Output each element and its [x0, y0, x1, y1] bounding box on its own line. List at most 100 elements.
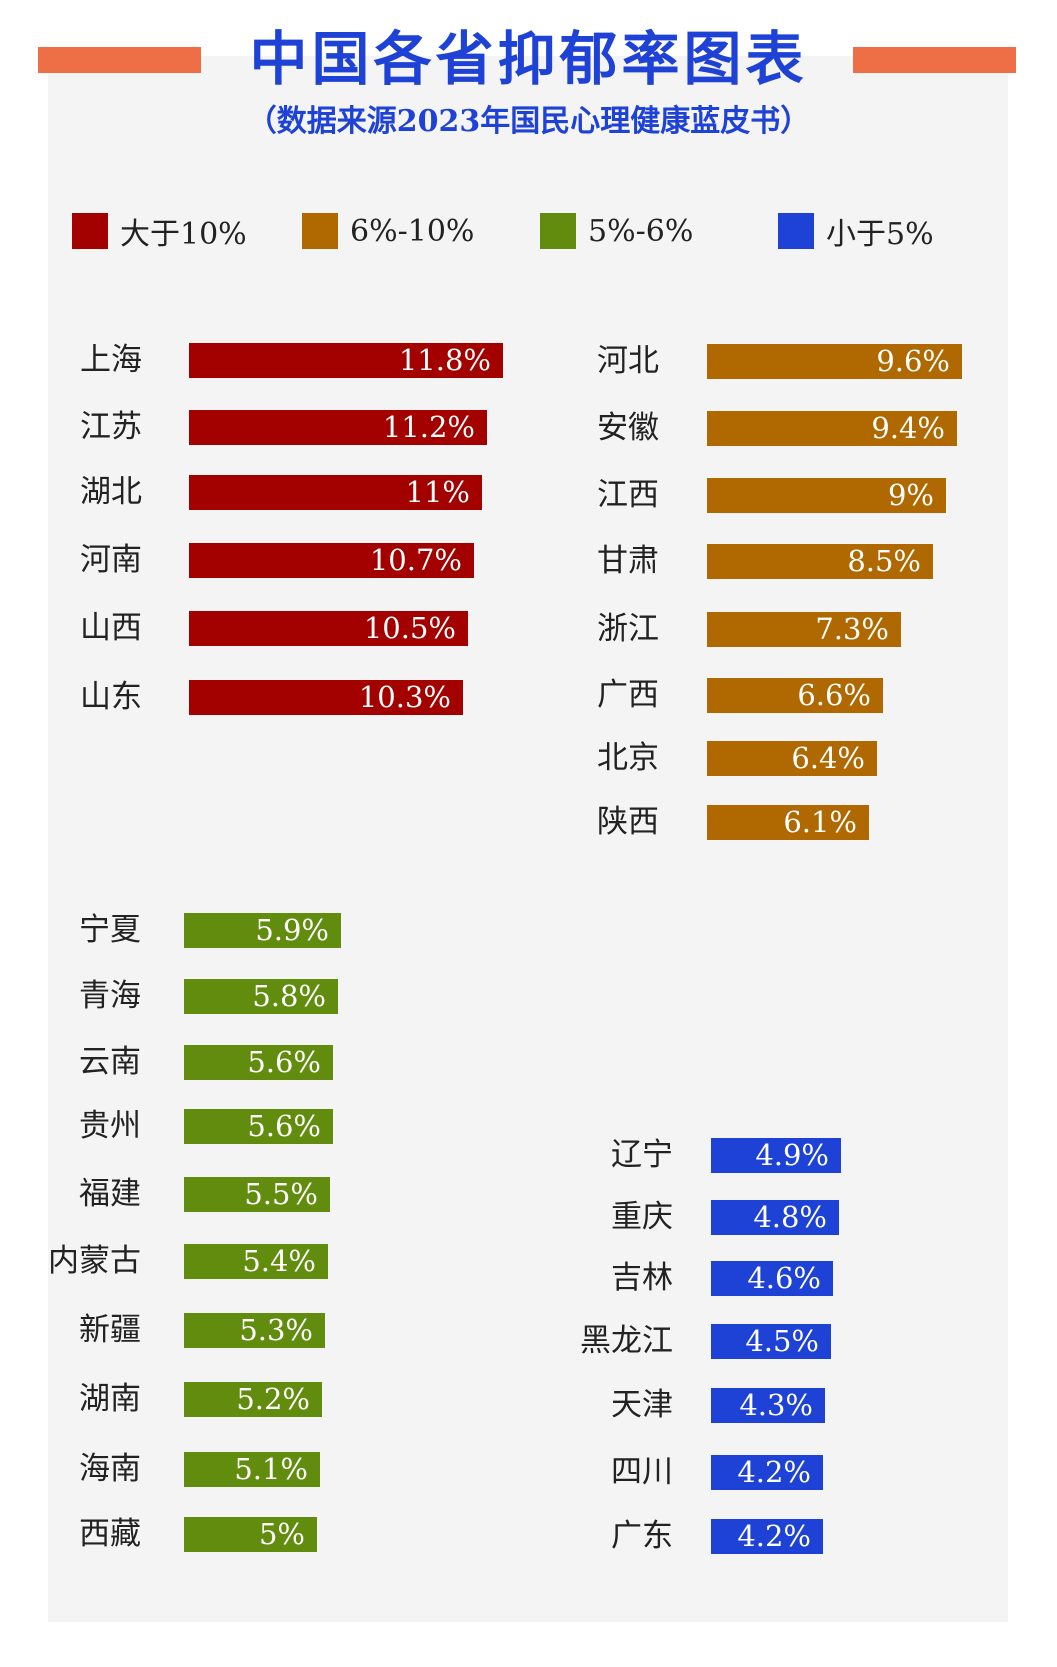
bar: 11.8%: [189, 343, 503, 378]
province-label: 湖北: [80, 474, 142, 510]
bar-value-label: 7.3%: [815, 612, 889, 646]
title-decoration-left: [38, 47, 201, 73]
bar-value-label: 5.6%: [247, 1109, 321, 1143]
province-label: 贵州: [79, 1108, 141, 1144]
bar-value-label: 4.5%: [745, 1324, 819, 1358]
province-label: 山东: [80, 679, 142, 715]
province-label: 吉林: [611, 1260, 673, 1296]
bar: 10.5%: [189, 611, 468, 646]
legend-swatch: [778, 213, 814, 249]
province-label: 上海: [80, 342, 142, 378]
bar: 5.3%: [184, 1313, 325, 1348]
bar-value-label: 5.8%: [252, 979, 326, 1013]
bar: 4.9%: [711, 1138, 841, 1173]
chart-subtitle: （数据来源2023年国民心理健康蓝皮书）: [246, 104, 811, 139]
bar: 6.4%: [707, 741, 877, 776]
province-label: 内蒙古: [48, 1243, 141, 1279]
bar: 4.8%: [711, 1200, 839, 1235]
province-label: 天津: [611, 1387, 673, 1423]
bar-value-label: 4.8%: [753, 1200, 827, 1234]
bar-value-label: 11.2%: [382, 410, 475, 444]
bar: 4.6%: [711, 1261, 833, 1296]
province-label: 河南: [80, 542, 142, 578]
bar-value-label: 5.9%: [255, 913, 329, 947]
bar: 5.9%: [184, 913, 341, 948]
province-label: 甘肃: [597, 543, 659, 579]
legend-label: 大于10%: [120, 217, 247, 252]
bar-value-label: 4.2%: [737, 1519, 811, 1553]
bar: 11.2%: [189, 410, 487, 445]
province-label: 重庆: [611, 1199, 673, 1235]
bar: 11%: [189, 475, 482, 510]
bar: 5.8%: [184, 979, 338, 1014]
bar: 6.1%: [707, 805, 869, 840]
bar-value-label: 4.2%: [737, 1455, 811, 1489]
bar-value-label: 6.1%: [783, 805, 857, 839]
bar-value-label: 6.4%: [791, 741, 865, 775]
province-label: 江苏: [80, 409, 142, 445]
bar: 7.3%: [707, 612, 901, 647]
province-label: 湖南: [79, 1381, 141, 1417]
bar: 9.4%: [707, 411, 957, 446]
province-label: 福建: [79, 1176, 141, 1212]
bar-value-label: 11%: [405, 475, 470, 509]
bar: 5.5%: [184, 1177, 330, 1212]
bar-value-label: 5.4%: [242, 1244, 316, 1278]
bar: 4.2%: [711, 1455, 823, 1490]
chart-title: 中国各省抑郁率图表: [249, 25, 808, 93]
bar-value-label: 8.5%: [847, 544, 921, 578]
bar-value-label: 5.6%: [247, 1045, 321, 1079]
legend-swatch: [540, 213, 576, 249]
legend-item: 6%-10%: [302, 212, 474, 250]
province-label: 北京: [597, 740, 659, 776]
province-label: 宁夏: [79, 912, 141, 948]
province-label: 浙江: [597, 611, 659, 647]
province-label: 陕西: [597, 804, 659, 840]
province-label: 安徽: [597, 410, 659, 446]
bar: 10.3%: [189, 680, 463, 715]
bar-value-label: 9%: [887, 478, 934, 512]
province-label: 青海: [79, 978, 141, 1014]
bar: 5.4%: [184, 1244, 328, 1279]
bar: 5.2%: [184, 1382, 322, 1417]
bar: 4.5%: [711, 1324, 831, 1359]
province-label: 云南: [79, 1044, 141, 1080]
bar: 9.6%: [707, 344, 962, 379]
bar-value-label: 5.2%: [236, 1382, 310, 1416]
legend-item: 大于10%: [72, 212, 247, 252]
bar-value-label: 5.5%: [244, 1177, 318, 1211]
province-label: 广东: [611, 1518, 673, 1554]
bar-value-label: 10.5%: [363, 611, 456, 645]
bar: 5.6%: [184, 1045, 333, 1080]
bar-value-label: 5.1%: [234, 1452, 308, 1486]
legend-swatch: [302, 213, 338, 249]
bar-value-label: 9.6%: [876, 344, 950, 378]
bar: 5.1%: [184, 1452, 320, 1487]
bar: 4.2%: [711, 1519, 823, 1554]
province-label: 新疆: [79, 1312, 141, 1348]
bar-value-label: 4.3%: [739, 1388, 813, 1422]
bar-value-label: 9.4%: [871, 411, 945, 445]
legend-label: 6%-10%: [350, 213, 475, 249]
title-decoration-right: [853, 47, 1016, 73]
bar: 6.6%: [707, 678, 883, 713]
bar: 9%: [707, 478, 946, 513]
bar-value-label: 4.9%: [755, 1138, 829, 1172]
province-label: 四川: [611, 1454, 673, 1490]
bar-value-label: 11.8%: [398, 343, 491, 377]
province-label: 辽宁: [611, 1137, 673, 1173]
legend-label: 小于5%: [826, 217, 934, 252]
province-label: 黑龙江: [580, 1323, 673, 1359]
province-label: 海南: [79, 1451, 141, 1487]
bar: 4.3%: [711, 1388, 825, 1423]
bar-value-label: 10.3%: [358, 680, 451, 714]
bar: 5%: [184, 1517, 317, 1552]
bar-value-label: 6.6%: [797, 678, 871, 712]
bar-value-label: 5%: [258, 1517, 305, 1551]
legend-item: 5%-6%: [540, 212, 693, 250]
bar-value-label: 10.7%: [369, 543, 462, 577]
province-label: 西藏: [79, 1516, 141, 1552]
bar-value-label: 5.3%: [239, 1313, 313, 1347]
bar: 5.6%: [184, 1109, 333, 1144]
province-label: 江西: [597, 477, 659, 513]
